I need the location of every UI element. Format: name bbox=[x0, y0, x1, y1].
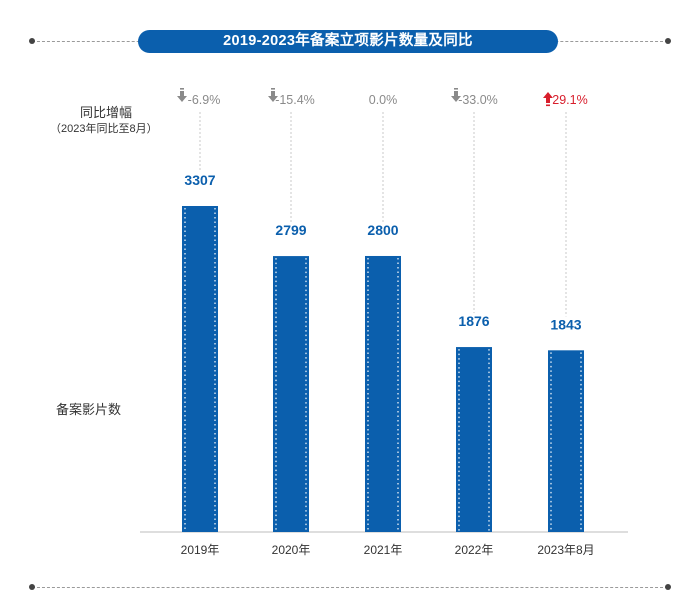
divider-dot-right bbox=[665, 38, 671, 44]
change-value: 29.1% bbox=[552, 93, 587, 107]
data-label: 1843 bbox=[550, 316, 581, 332]
bottom-divider bbox=[29, 584, 671, 590]
data-label: 1876 bbox=[458, 313, 489, 329]
data-label: 3307 bbox=[184, 172, 215, 188]
chart-title: 2019-2023年备案立项影片数量及同比 bbox=[138, 30, 558, 53]
x-tick-label: 2023年8月 bbox=[537, 543, 594, 557]
change-value: 0.0% bbox=[369, 93, 398, 107]
arrow-down-icon bbox=[177, 88, 187, 102]
change-note: （2023年同比至8月） bbox=[50, 123, 158, 135]
change-value: -15.4% bbox=[275, 93, 315, 107]
bar bbox=[182, 206, 218, 532]
data-label: 2799 bbox=[275, 222, 306, 238]
arrow-up-icon bbox=[543, 92, 553, 107]
x-tick-label: 2020年 bbox=[272, 543, 311, 557]
divider-dot-right bbox=[665, 584, 671, 590]
arrow-down-icon bbox=[451, 88, 461, 102]
divider-dot-left bbox=[29, 38, 35, 44]
bar bbox=[548, 350, 584, 532]
x-tick-label: 2019年 bbox=[181, 543, 220, 557]
y-axis-label: 备案影片数 bbox=[56, 402, 122, 417]
bar bbox=[365, 255, 401, 532]
divider-dot-left bbox=[29, 584, 35, 590]
change-label: 同比增幅 bbox=[80, 105, 133, 120]
change-value: -6.9% bbox=[188, 93, 221, 107]
change-value: -33.0% bbox=[458, 93, 498, 107]
bar bbox=[273, 256, 309, 532]
arrow-down-icon bbox=[268, 88, 278, 102]
data-label: 2800 bbox=[367, 222, 398, 238]
x-tick-label: 2022年 bbox=[455, 543, 494, 557]
x-tick-label: 2021年 bbox=[364, 543, 403, 557]
bar bbox=[456, 347, 492, 532]
